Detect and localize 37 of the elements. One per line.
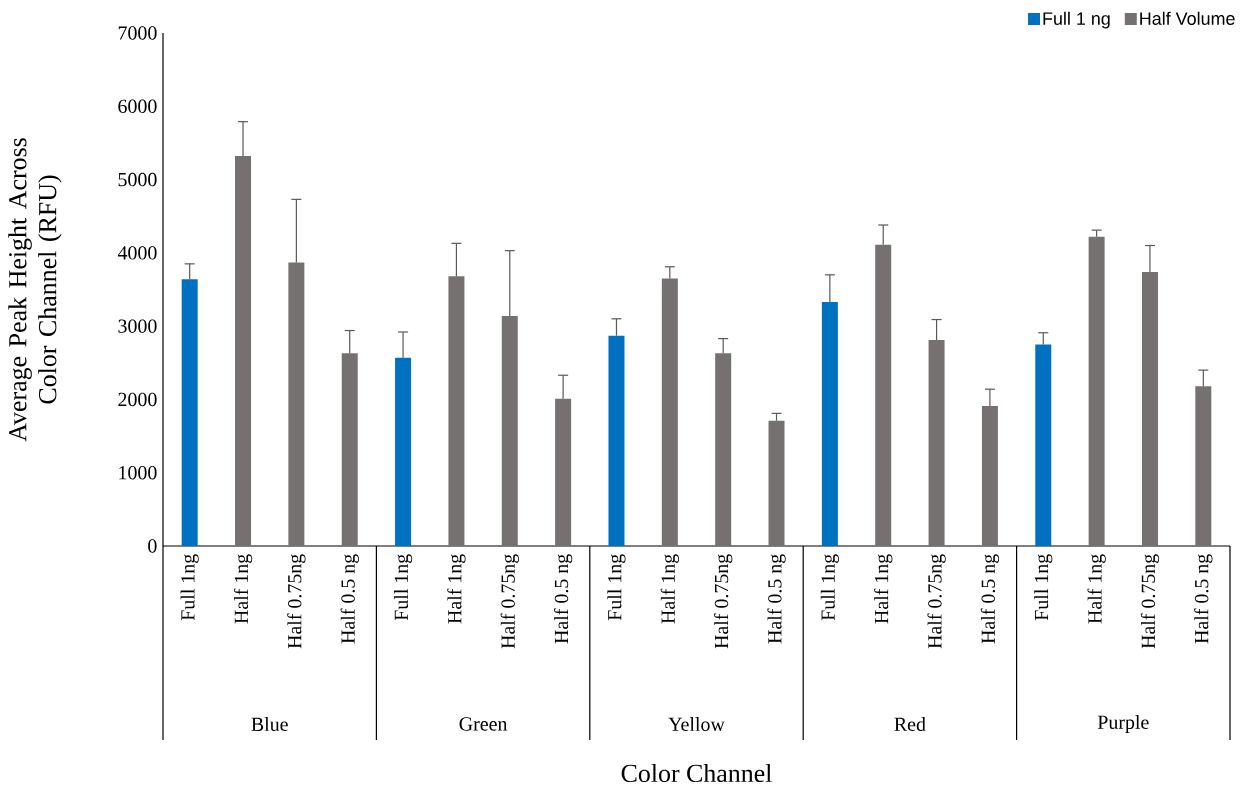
text: Blue bbox=[251, 716, 288, 732]
x-axis-title: Color Channel bbox=[621, 763, 772, 783]
x-tick-label: Half 0.75ng bbox=[1140, 554, 1160, 649]
x-tick-label: Half 1ng bbox=[1087, 554, 1106, 624]
text: Red bbox=[894, 716, 926, 732]
y-tick-label: 0 bbox=[148, 539, 157, 553]
y-tick-label: 5000 bbox=[118, 172, 157, 187]
x-tick-label: Full 1ng bbox=[394, 554, 413, 621]
x-tick-label: Half 0.75ng bbox=[714, 554, 733, 649]
x-tick-label: Half 0.75ng bbox=[927, 554, 946, 649]
legend-label: Full 1 ng bbox=[1043, 11, 1110, 29]
x-tick-label: Full 1ng bbox=[1034, 554, 1053, 621]
x-tick-label: Half 1ng bbox=[447, 554, 466, 624]
x-tick-label: Half 1ng bbox=[874, 554, 893, 624]
y-tick-label: 6000 bbox=[118, 99, 157, 113]
y-tick-label: 4000 bbox=[117, 246, 157, 260]
text: Green bbox=[459, 717, 508, 731]
x-tick-label: Full 1ng bbox=[607, 554, 626, 621]
y-tick-label: 2000 bbox=[118, 392, 157, 407]
x-tick-label: Full 1ng bbox=[180, 554, 199, 621]
x-tick-label: Half 0.75ng bbox=[500, 554, 519, 649]
text: Yellow bbox=[668, 716, 725, 732]
y-tick-label: 1000 bbox=[119, 465, 157, 480]
x-tick-label: Half 0.5 ng bbox=[340, 554, 359, 644]
x-tick-label: Half 0.5 ng bbox=[767, 554, 786, 644]
x-tick-label: Half 1ng bbox=[233, 554, 253, 624]
x-tick-label: Half 1ng bbox=[660, 554, 679, 624]
y-tick-label: 3000 bbox=[118, 319, 157, 333]
legend-label: Half Volume bbox=[1140, 11, 1235, 25]
x-tick-label: Half 0.75ng bbox=[287, 554, 306, 649]
y-tick-label: 7000 bbox=[118, 26, 157, 40]
y-axis-title: Average Peak Height Across Color Channel (RFU) bbox=[8, 138, 62, 442]
x-tick-label: Half 0.5 ng bbox=[980, 554, 1000, 644]
text: Purple bbox=[1097, 714, 1149, 734]
x-tick-label: Full 1ng bbox=[820, 554, 839, 621]
x-tick-label: Half 0.5 ng bbox=[553, 554, 573, 644]
x-tick-label: Half 0.5 ng bbox=[1194, 554, 1213, 644]
